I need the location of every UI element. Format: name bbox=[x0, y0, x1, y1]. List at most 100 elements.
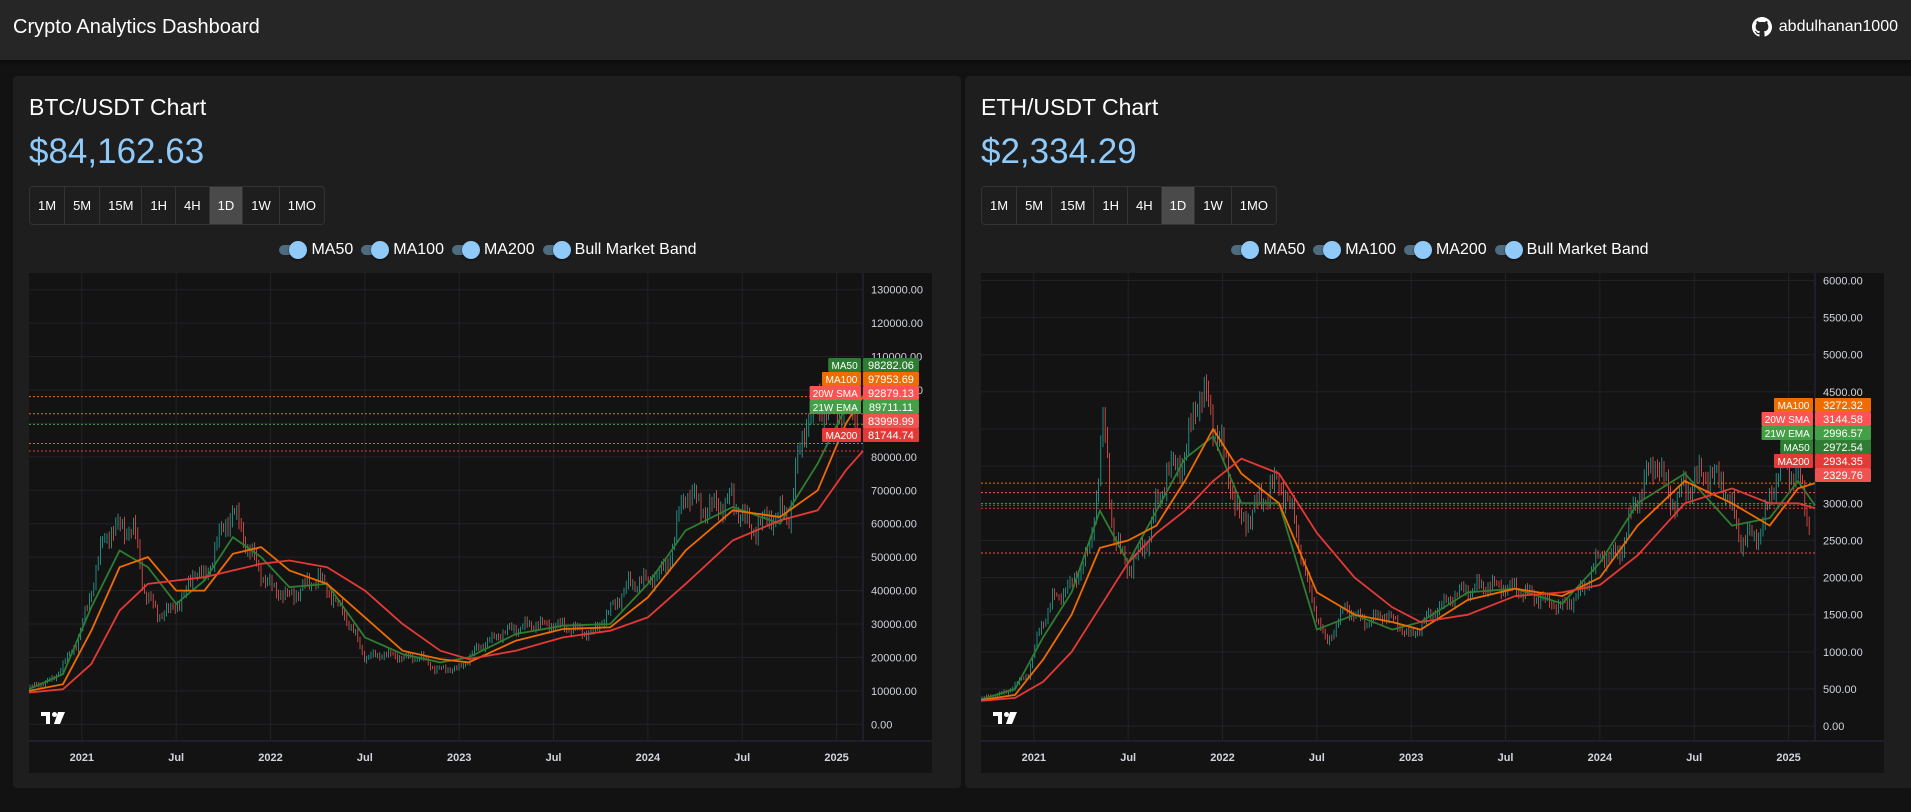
timeframe-button-1h[interactable]: 1H bbox=[1094, 187, 1129, 224]
timeframe-button-4h[interactable]: 4H bbox=[176, 187, 210, 224]
price-tag-value-bg bbox=[863, 400, 919, 414]
price-tag-bg bbox=[828, 358, 861, 372]
toggle-bull-market-band[interactable]: Bull Market Band bbox=[1493, 241, 1649, 259]
toggle-label: MA200 bbox=[483, 241, 535, 258]
y-tick-label: 0.00 bbox=[1823, 721, 1844, 733]
series-line-ma50 bbox=[29, 394, 864, 691]
x-tick-label: Jul bbox=[734, 752, 750, 764]
price-tag-value-bg bbox=[1815, 440, 1871, 454]
price-tag-value-bg bbox=[863, 372, 919, 386]
x-tick-label: 2023 bbox=[447, 752, 471, 764]
toggle-switch[interactable] bbox=[1311, 241, 1342, 259]
toggle-ma50[interactable]: MA50 bbox=[277, 241, 353, 259]
price-tag-value: 92879.13 bbox=[868, 388, 914, 400]
price-tag-value: 3272.32 bbox=[1823, 400, 1863, 412]
chart-title: ETH/USDT Chart bbox=[981, 94, 1159, 120]
timeframe-button-1m[interactable]: 1M bbox=[30, 187, 66, 224]
timeframe-button-1m[interactable]: 1M bbox=[982, 187, 1018, 224]
y-tick-label: 20000.00 bbox=[871, 652, 917, 664]
timeframe-button-5m[interactable]: 5M bbox=[65, 187, 101, 224]
toggle-ma200[interactable]: MA200 bbox=[450, 241, 535, 259]
x-tick-label: 2022 bbox=[258, 752, 282, 764]
tradingview-logo-icon bbox=[41, 712, 65, 724]
y-tick-label: 1000.00 bbox=[1823, 647, 1863, 659]
y-tick-label: 120000.00 bbox=[871, 318, 923, 330]
toggle-ma100[interactable]: MA100 bbox=[1311, 241, 1396, 259]
toggle-switch[interactable] bbox=[1229, 241, 1260, 259]
timeframe-button-15m[interactable]: 15M bbox=[100, 187, 143, 224]
price-tag-value-bg bbox=[1815, 454, 1871, 468]
timeframe-button-1mo[interactable]: 1MO bbox=[287, 198, 316, 213]
github-icon bbox=[1751, 17, 1772, 37]
eth-price-chart[interactable]: 6000.005500.005000.004500.004000.003500.… bbox=[981, 273, 1884, 773]
price-tag-value: 2996.57 bbox=[1823, 428, 1863, 440]
price-tag-value: 3144.58 bbox=[1823, 414, 1863, 426]
toggle-label: Bull Market Band bbox=[574, 241, 697, 258]
price-tag-value: 2934.35 bbox=[1823, 456, 1863, 468]
price-tag-bg bbox=[1774, 454, 1813, 468]
y-tick-label: 2500.00 bbox=[1823, 535, 1863, 547]
series-line-ma200 bbox=[29, 450, 864, 694]
y-tick-label: 30000.00 bbox=[871, 619, 917, 631]
chart-canvas: 6000.005500.005000.004500.004000.003500.… bbox=[981, 273, 1884, 773]
toggle-label: MA50 bbox=[311, 241, 354, 258]
price-tag-value: 2972.54 bbox=[1823, 442, 1863, 454]
price-tag-value-bg bbox=[863, 428, 919, 442]
x-tick-label: 2025 bbox=[1776, 752, 1800, 764]
indicator-toggles: MA50 MA100 MA200 Bull Market Band bbox=[13, 241, 961, 259]
toggle-switch[interactable] bbox=[450, 241, 480, 259]
toggle-switch[interactable] bbox=[1493, 241, 1523, 259]
toggle-ma50[interactable]: MA50 bbox=[1229, 241, 1305, 259]
timeframe-selector: 1M 5M 15M 1H 4H 1D 1W 1MO bbox=[981, 186, 1277, 225]
price-tag-label: MA100 bbox=[1778, 401, 1810, 412]
x-tick-label: Jul bbox=[1498, 752, 1514, 764]
price-tag-label: MA50 bbox=[1784, 443, 1811, 454]
chart-title: BTC/USDT Chart bbox=[29, 94, 207, 120]
price-tag-label: MA100 bbox=[826, 375, 858, 386]
timeframe-button-4h[interactable]: 4H bbox=[1128, 187, 1162, 224]
y-tick-label: 60000.00 bbox=[871, 519, 917, 531]
toggle-switch[interactable] bbox=[541, 241, 571, 259]
timeframe-button-1d[interactable]: 1D bbox=[209, 187, 244, 224]
app-header: Crypto Analytics Dashboard abdulhanan100… bbox=[0, 0, 1911, 60]
timeframe-button-1h[interactable]: 1H bbox=[142, 187, 177, 224]
y-tick-label: 1500.00 bbox=[1823, 610, 1863, 622]
toggle-label: Bull Market Band bbox=[1526, 241, 1649, 258]
price-tag-value-bg bbox=[863, 414, 919, 428]
price-tag-label: 20W SMA bbox=[813, 389, 858, 400]
timeframe-button-15m[interactable]: 15M bbox=[1052, 187, 1095, 224]
current-price: $2,334.29 bbox=[981, 132, 1137, 171]
github-link[interactable]: abdulhanan1000 bbox=[1751, 17, 1898, 37]
x-tick-label: Jul bbox=[1120, 752, 1136, 764]
toggle-switch[interactable] bbox=[359, 241, 390, 259]
y-tick-label: 70000.00 bbox=[871, 485, 917, 497]
timeframe-button-1mo[interactable]: 1MO bbox=[1239, 198, 1268, 213]
price-tag-bg bbox=[1774, 398, 1813, 412]
timeframe-button-1w[interactable]: 1W bbox=[243, 187, 280, 224]
toggle-ma100[interactable]: MA100 bbox=[359, 241, 444, 259]
y-tick-label: 3000.00 bbox=[1823, 498, 1863, 510]
price-tag-label: MA200 bbox=[1778, 457, 1810, 468]
toggle-label: MA100 bbox=[1345, 241, 1396, 258]
price-tag-label: MA50 bbox=[832, 361, 859, 372]
x-tick-label: 2021 bbox=[70, 752, 94, 764]
price-tag-bg bbox=[1780, 440, 1813, 454]
toggle-switch[interactable] bbox=[277, 241, 308, 259]
chart-canvas: 130000.00120000.00110000.00100000.009000… bbox=[29, 273, 932, 773]
timeframe-button-5m[interactable]: 5M bbox=[1017, 187, 1053, 224]
y-tick-label: 4500.00 bbox=[1823, 387, 1863, 399]
price-tag-bg bbox=[809, 400, 861, 414]
btc-chart-card: BTC/USDT Chart $84,162.63 1M 5M 15M 1H 4… bbox=[13, 76, 961, 788]
timeframe-selector: 1M 5M 15M 1H 4H 1D 1W 1MO bbox=[29, 186, 325, 225]
toggle-label: MA100 bbox=[393, 241, 444, 258]
timeframe-button-1w[interactable]: 1W bbox=[1195, 187, 1232, 224]
timeframe-button-1d[interactable]: 1D bbox=[1161, 187, 1196, 224]
btc-price-chart[interactable]: 130000.00120000.00110000.00100000.009000… bbox=[29, 273, 932, 773]
price-tag-value: 81744.74 bbox=[868, 430, 914, 442]
github-username: abdulhanan1000 bbox=[1778, 18, 1898, 35]
toggle-bull-market-band[interactable]: Bull Market Band bbox=[541, 241, 697, 259]
current-price: $84,162.63 bbox=[29, 132, 205, 171]
toggle-ma200[interactable]: MA200 bbox=[1402, 241, 1487, 259]
price-tag-bg bbox=[822, 428, 861, 442]
toggle-switch[interactable] bbox=[1402, 241, 1432, 259]
